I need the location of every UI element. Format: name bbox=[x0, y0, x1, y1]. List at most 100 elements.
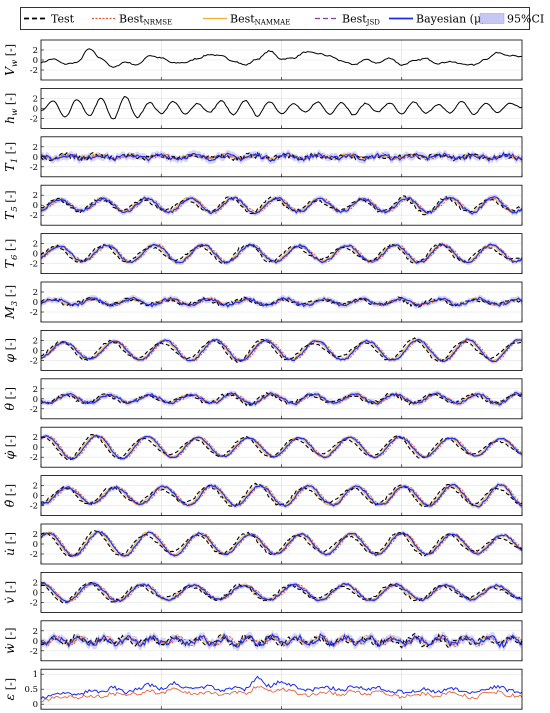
panel-6: 20-2 M3 [-] bbox=[2, 281, 523, 323]
y-axis-unit: [-] bbox=[4, 142, 17, 158]
y-tick-label: 0 bbox=[33, 637, 38, 647]
y-tick-label: -2 bbox=[30, 163, 38, 173]
panel-2: 20-2 hw [-] bbox=[2, 88, 523, 129]
y-axis-label: M3 [-] bbox=[2, 285, 20, 320]
y-axis-unit: [-] bbox=[4, 484, 17, 500]
y-tick-label: 2 bbox=[33, 385, 38, 395]
y-tick-label: 0 bbox=[33, 492, 38, 502]
y-axis-unit: [-] bbox=[4, 190, 17, 206]
panel-14: 1 0.5 0 ε [-] bbox=[2, 668, 523, 710]
series-test bbox=[41, 195, 523, 216]
y-axis-label: v̇ [-] bbox=[2, 581, 17, 604]
y-axis-unit: [-] bbox=[4, 338, 17, 354]
y-tick-label: 2 bbox=[33, 627, 38, 637]
legend-label-subscript: NAMMAE bbox=[255, 19, 291, 27]
y-tick-label: 2 bbox=[33, 288, 38, 298]
y-axis-unit: [-] bbox=[4, 435, 17, 451]
y-tick-label: -2 bbox=[30, 598, 38, 608]
y-tick-label: -2 bbox=[30, 647, 38, 657]
y-axis-unit: [-] bbox=[4, 678, 17, 694]
y-axis-label: φ̇ [-] bbox=[2, 435, 17, 460]
y-axis-symbol: φ̇ bbox=[2, 450, 17, 459]
y-tick-label: -2 bbox=[30, 502, 38, 512]
y-tick-label: 2 bbox=[33, 143, 38, 153]
series-best-nrmse bbox=[40, 530, 523, 557]
y-axis-unit: [-] bbox=[4, 581, 17, 597]
y-tick-label: 0 bbox=[33, 56, 38, 66]
legend-label-text: Test bbox=[51, 13, 75, 26]
y-axis-symbol: T bbox=[2, 258, 17, 268]
y-axis-symbol: T bbox=[2, 162, 17, 172]
legend-label-text: Best bbox=[342, 13, 367, 26]
panel-4: 20-2 T5 [-] bbox=[2, 184, 523, 226]
series-best-nrmse bbox=[41, 243, 523, 265]
y-tick-label: 2 bbox=[33, 433, 38, 443]
y-axis-subscript: 5 bbox=[10, 206, 20, 211]
y-tick-label: 0 bbox=[33, 443, 38, 453]
legend-label-text: Best bbox=[119, 13, 144, 26]
y-axis-symbol: θ̇ bbox=[2, 499, 17, 507]
legend: Test BestNRMSE BestNAMMAE BestJSD Bayesian (… bbox=[20, 7, 544, 30]
y-tick-label: 2 bbox=[33, 240, 38, 250]
y-axis-symbol: v̇ bbox=[2, 597, 17, 604]
y-tick-label: 2 bbox=[33, 530, 38, 540]
y-tick-label: -2 bbox=[30, 114, 38, 124]
series-bayesian bbox=[40, 632, 523, 649]
panel-8: 20-2 θ [-] bbox=[2, 378, 523, 420]
y-axis-label: θ̇ [-] bbox=[2, 484, 17, 507]
y-axis-symbol: ε bbox=[2, 693, 17, 700]
y-axis-label: u̇ [-] bbox=[2, 532, 17, 556]
series-best-nrmse bbox=[40, 582, 523, 603]
y-tick-label: 2 bbox=[33, 336, 38, 346]
y-axis-label: Vw [-] bbox=[2, 44, 20, 76]
series-bayesian bbox=[40, 196, 523, 215]
series-ci-band bbox=[41, 336, 522, 364]
y-axis-label: φ [-] bbox=[2, 338, 17, 363]
panel-5: 20-2 T6 [-] bbox=[2, 233, 523, 275]
y-tick-label: -2 bbox=[30, 356, 38, 366]
y-axis-label: hw [-] bbox=[2, 93, 20, 124]
series-test bbox=[40, 48, 523, 68]
legend-label-bayes: Bayesian (μ) bbox=[416, 13, 485, 26]
series-test bbox=[40, 581, 523, 604]
legend-label-subscript: NRMSE bbox=[144, 19, 172, 27]
y-tick-label: -2 bbox=[30, 211, 38, 221]
series-bayesian bbox=[40, 338, 523, 363]
series-bayesian bbox=[40, 530, 523, 557]
y-axis-symbol: T bbox=[2, 210, 17, 220]
series-best-nammae bbox=[40, 483, 523, 508]
series-bayesian bbox=[40, 435, 523, 460]
series-bayesian bbox=[40, 151, 523, 162]
y-tick-label: -2 bbox=[30, 550, 38, 560]
y-tick-label: 0 bbox=[33, 588, 38, 598]
y-axis-subscript: 1 bbox=[10, 158, 20, 163]
y-axis-symbol: M bbox=[2, 305, 17, 320]
y-tick-label: 0 bbox=[33, 250, 38, 260]
panel-10: 20-2 θ̇ [-] bbox=[2, 475, 523, 517]
legend-label-nrmse: BestNRMSE bbox=[119, 13, 172, 27]
panel-1: 20-2 Vw [-] bbox=[2, 39, 523, 81]
series-best-jsd bbox=[40, 634, 523, 647]
series-test bbox=[40, 242, 523, 265]
legend-label-subscript: JSD bbox=[366, 19, 381, 27]
y-tick-label: 2 bbox=[33, 94, 38, 104]
y-axis-subscript: w bbox=[10, 59, 20, 67]
y-axis-unit: [-] bbox=[4, 93, 17, 109]
y-axis-symbol: V bbox=[2, 65, 17, 76]
panel-11: 20-2 u̇ [-] bbox=[2, 523, 523, 565]
y-axis-symbol: h bbox=[2, 116, 17, 124]
legend-label-ci: 95%CI bbox=[507, 13, 544, 26]
legend-box bbox=[20, 7, 530, 30]
panels: 20-2Vw [-]20-2hw [-]20-2T1 [-]20-2T5 [-]… bbox=[2, 39, 523, 710]
y-axis-unit: [-] bbox=[4, 285, 17, 301]
series-best-jsd bbox=[40, 153, 523, 161]
legend-label-text: Best bbox=[230, 13, 255, 26]
series-bayesian bbox=[40, 675, 523, 700]
legend-label-nammae: BestNAMMAE bbox=[230, 13, 290, 27]
y-tick-label: 2 bbox=[33, 578, 38, 588]
series-best-nrmse bbox=[40, 634, 523, 648]
series-ci-band bbox=[41, 481, 522, 510]
y-tick-label: 0.5 bbox=[24, 685, 38, 695]
y-tick-label: -2 bbox=[30, 66, 38, 76]
